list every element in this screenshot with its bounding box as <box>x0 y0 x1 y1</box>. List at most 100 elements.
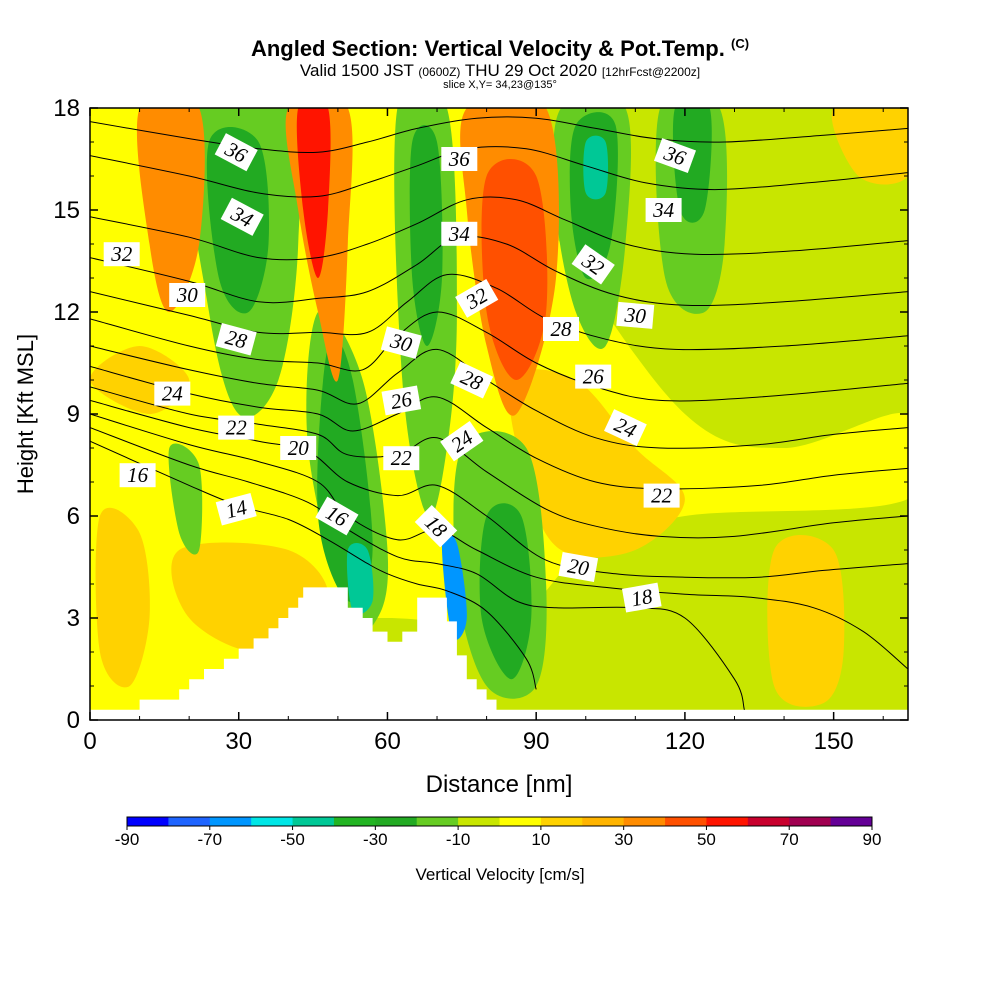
x-axis-label: Distance [nm] <box>426 771 573 798</box>
velocity-fill-layer <box>90 108 908 720</box>
contour-label-28: 20 <box>558 552 599 582</box>
x-axis: 0 30 60 90 120 150 <box>83 108 884 755</box>
contour-label-text: 34 <box>652 198 675 222</box>
colorbar-swatch <box>292 817 335 826</box>
x-tick-label: 120 <box>665 728 705 755</box>
velocity-region-6 <box>508 369 685 558</box>
colorbar-swatch <box>540 817 583 826</box>
contour-label-8: 16 <box>119 463 156 488</box>
terrain-layer <box>90 587 908 720</box>
x-tick-label: 60 <box>374 728 401 755</box>
contour-label-text: 24 <box>162 382 184 406</box>
contour-label-24: 28 <box>543 317 579 341</box>
subtitle-valid: Valid 1500 JST <box>299 61 414 80</box>
contour-label-text: 16 <box>127 463 149 487</box>
colorbar-tick-label: -10 <box>446 830 471 849</box>
velocity-region-7 <box>831 108 908 185</box>
contour-label-text: 34 <box>448 222 471 246</box>
colorbar-tick-label: 50 <box>697 830 716 849</box>
colorbar-swatch <box>706 817 749 826</box>
colorbar-swatch <box>333 817 376 826</box>
chart-subtitle: Valid 1500 JST (0600Z) THU 29 Oct 2020 [… <box>0 62 1000 79</box>
contour-label-18: 22 <box>383 446 420 471</box>
chart-title: Angled Section: Vertical Velocity & Pot.… <box>0 36 1000 62</box>
y-tick-label: 0 <box>67 707 80 734</box>
velocity-region-22 <box>346 542 374 615</box>
contour-label-23: 30 <box>616 301 655 329</box>
slice-info: slice X,Y= 34,23@135° <box>443 79 557 91</box>
colorbar-tick-label: 90 <box>863 830 882 849</box>
contour-label-text: 26 <box>389 387 414 414</box>
contour-label-5: 24 <box>154 381 191 406</box>
colorbar-swatch <box>623 817 666 826</box>
colorbar-tick-label: 30 <box>614 830 633 849</box>
isentrope-14 <box>90 440 537 690</box>
colorbar-swatch <box>375 817 418 826</box>
velocity-region-29 <box>481 158 548 380</box>
contour-label-4: 28 <box>215 322 257 356</box>
contour-label-11: 36 <box>441 147 478 171</box>
colorbar-swatch <box>582 817 625 826</box>
y-tick-label: 9 <box>67 401 80 428</box>
colorbar: -90 -70 -50 -30 -10 10 30 50 70 90 <box>115 816 882 849</box>
isentrope-22 <box>90 386 908 539</box>
colorbar-swatch <box>499 817 542 826</box>
contour-label-text: 22 <box>226 416 248 440</box>
colorbar-swatch <box>251 817 294 826</box>
contour-label-text: 30 <box>623 302 648 328</box>
velocity-region-19 <box>479 503 532 680</box>
contour-label-2: 32 <box>103 242 140 267</box>
isentrope-16 <box>90 427 745 710</box>
contour-label-text: 18 <box>629 584 654 611</box>
velocity-region-18 <box>409 124 443 346</box>
contour-label-text: 22 <box>391 446 413 470</box>
isentrope-20 <box>90 399 908 579</box>
x-tick-label: 0 <box>83 728 96 755</box>
contour-label-29: 18 <box>621 582 662 613</box>
colorbar-swatch <box>458 817 500 826</box>
colorbar-label: Vertical Velocity [cm/s] <box>415 865 584 884</box>
velocity-region-24 <box>441 532 467 640</box>
y-axis-label: Height [Kft MSL] <box>13 334 38 494</box>
colorbar-tick-label: 10 <box>531 830 550 849</box>
terrain-mask <box>90 587 908 720</box>
y-tick-label: 3 <box>67 605 80 632</box>
subtitle-forecast: [12hrFcst@2200z] <box>601 65 701 79</box>
colorbar-tick-label: -30 <box>363 830 388 849</box>
contour-label-text: 22 <box>651 484 673 508</box>
velocity-region-28 <box>296 108 331 278</box>
velocity-region-3 <box>95 507 150 688</box>
isentrope-24 <box>90 365 908 490</box>
y-tick-label: 12 <box>53 299 80 326</box>
colorbar-swatch <box>830 817 873 826</box>
contour-label-17: 24 <box>440 421 484 462</box>
contour-label-3: 30 <box>169 283 206 307</box>
velocity-region-5 <box>767 535 845 707</box>
x-tick-label: 150 <box>814 728 854 755</box>
contour-label-7: 20 <box>280 436 317 460</box>
contour-label-21: 34 <box>645 198 682 222</box>
colorbar-swatch <box>168 817 211 826</box>
y-tick-label: 15 <box>53 197 80 224</box>
x-tick-label: 90 <box>523 728 550 755</box>
contour-label-text: 32 <box>110 242 133 266</box>
contour-label-12: 34 <box>441 221 478 246</box>
contour-label-25: 26 <box>575 364 612 389</box>
y-tick-label: 6 <box>67 503 80 530</box>
velocity-region-21 <box>672 108 712 223</box>
colorbar-tick-label: -50 <box>280 830 305 849</box>
contour-label-text: 28 <box>551 317 573 341</box>
velocity-region-25 <box>136 108 205 312</box>
contour-label-16: 26 <box>381 385 422 416</box>
contour-label-text: 36 <box>448 147 471 171</box>
subtitle-date: THU 29 Oct 2020 <box>464 61 598 80</box>
isentrope-18 <box>90 413 908 670</box>
colorbar-swatch <box>127 817 169 826</box>
subtitle-zulu: (0600Z) <box>418 65 461 79</box>
colorbar-swatch <box>747 817 790 826</box>
colorbar-tick-label: -70 <box>197 830 222 849</box>
y-tick-label: 18 <box>53 95 80 122</box>
contour-label-27: 22 <box>643 483 680 508</box>
